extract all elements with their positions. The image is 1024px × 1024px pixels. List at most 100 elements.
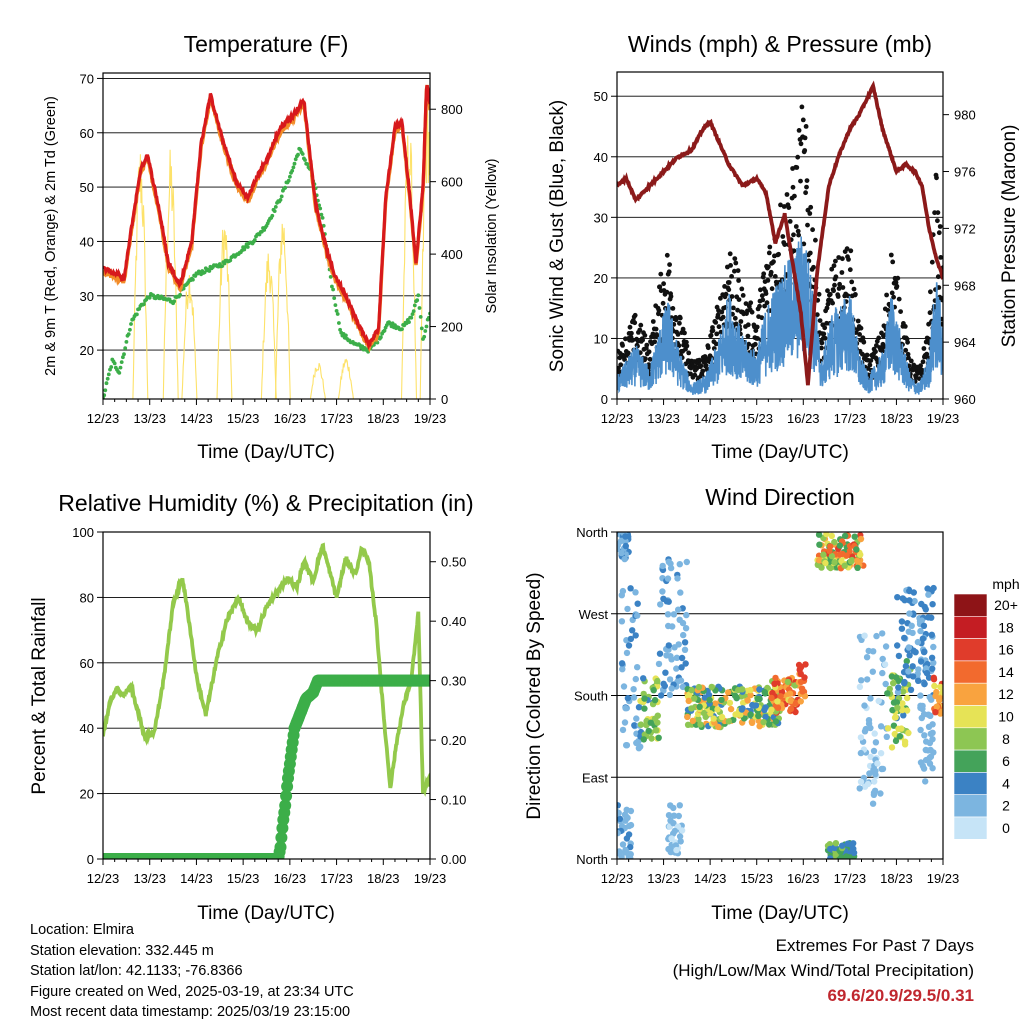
dewpoint-point [137, 307, 142, 311]
precip-point [424, 674, 430, 687]
rh-xtick-label: 16/23 [274, 871, 307, 886]
direction-point [872, 739, 880, 746]
direction-point [664, 575, 672, 582]
direction-point [901, 680, 908, 687]
gust-point [916, 376, 922, 381]
gust-point [918, 363, 923, 369]
direction-point [665, 622, 672, 630]
direction-point [873, 632, 880, 640]
direction-point [836, 542, 844, 549]
direction-point [911, 597, 918, 605]
wind-ytick-label: 10 [594, 331, 608, 346]
gust-point [848, 248, 854, 254]
wind-rtick-label: 972 [954, 221, 976, 236]
temp-xtick-label: 13/23 [133, 411, 166, 426]
direction-point [675, 606, 682, 613]
gust-point [902, 324, 908, 329]
legend-label: 16 [998, 642, 1014, 658]
precip-point [279, 799, 292, 812]
extremes-title: Extremes For Past 7 Days [775, 936, 974, 955]
dewpoint-point [415, 298, 420, 303]
direction-point [655, 734, 662, 741]
direction-point [685, 697, 692, 705]
dewpoint-point [106, 372, 111, 377]
dewpoint-point [338, 327, 342, 332]
direction-point [898, 618, 906, 625]
rh-ytick-label: 40 [80, 721, 94, 736]
direction-point [640, 690, 647, 698]
direction-point [909, 663, 916, 670]
gust-point [752, 341, 758, 347]
direction-point [673, 654, 681, 661]
dewpoint-point [109, 365, 114, 369]
direction-point [623, 835, 631, 842]
dir-ytick-label: North [576, 852, 608, 867]
direction-point [912, 649, 919, 656]
legend-label: 14 [998, 664, 1014, 680]
dewpoint-point [178, 292, 183, 297]
wind-title: Winds (mph) & Pressure (mb) [628, 31, 932, 57]
temp-xtick-label: 15/23 [227, 411, 260, 426]
direction-point [918, 600, 925, 608]
direction-point [678, 664, 685, 671]
temp-frame [102, 72, 431, 400]
direction-point [675, 812, 682, 820]
direction-point [930, 643, 937, 651]
direction-point [920, 622, 928, 629]
direction-point [627, 843, 634, 851]
gust-point [646, 349, 652, 355]
direction-point [623, 806, 630, 813]
direction-point [787, 697, 795, 704]
dewpoint-point [124, 340, 129, 344]
gust-point [643, 356, 648, 362]
direction-point [617, 829, 621, 837]
gust-point [778, 202, 783, 208]
dewpoint-point [334, 309, 339, 313]
wind-ytick-label: 50 [594, 89, 608, 104]
direction-point [787, 705, 795, 713]
gust-point [745, 322, 751, 328]
gust-point [622, 357, 627, 362]
gust-point [745, 333, 751, 339]
gust-point [740, 293, 746, 298]
legend-label: 0 [1002, 820, 1010, 836]
temp-xlabel: Time (Day/UTC) [197, 442, 335, 463]
direction-point [899, 688, 907, 695]
dewpoint-point [409, 315, 414, 320]
direction-point [843, 853, 850, 859]
direction-point [650, 687, 657, 694]
dewpoint-point [419, 326, 424, 331]
direction-point [889, 706, 896, 714]
direction-point [668, 835, 675, 842]
dewpoint-point [191, 277, 195, 282]
direction-point [620, 683, 628, 690]
dir-plot-area [617, 532, 943, 859]
dewpoint-point [288, 174, 292, 179]
gust-point [781, 204, 787, 209]
gust-point [675, 332, 681, 337]
gust-point [801, 241, 807, 247]
direction-point [697, 721, 704, 728]
direction-point [672, 842, 680, 849]
direction-point [654, 677, 661, 685]
dewpoint-point [278, 198, 283, 202]
gust-point [713, 341, 719, 347]
temp-ytick-label: 50 [80, 180, 94, 195]
gust-point [890, 259, 896, 265]
direction-point [903, 707, 911, 714]
dewpoint-point [293, 157, 298, 162]
dewpoint-point [121, 355, 125, 360]
gust-point [749, 309, 755, 315]
dewpoint-point [228, 258, 233, 263]
direction-point [647, 719, 654, 726]
direction-point [861, 632, 868, 639]
direction-point [925, 723, 933, 730]
temp-ylabel-right: Solar Insolation (Yellow) [484, 158, 500, 313]
direction-point [624, 605, 631, 613]
direction-point [927, 712, 934, 719]
direction-point [747, 686, 754, 694]
wind-rtick-label: 976 [954, 165, 976, 180]
gust-point [884, 292, 889, 298]
direction-point [838, 854, 845, 859]
dewpoint-point [318, 206, 323, 211]
